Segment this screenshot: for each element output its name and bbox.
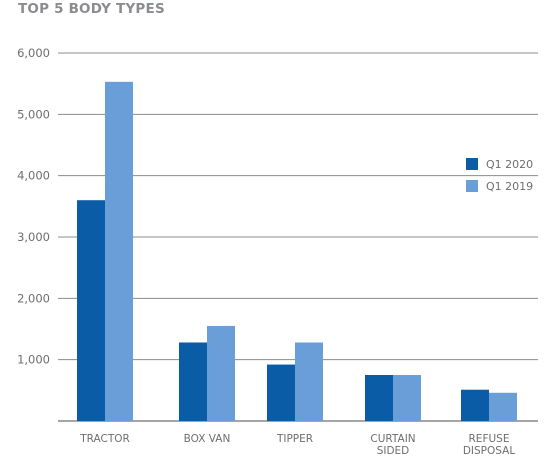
bar — [461, 389, 489, 421]
x-tick-label: CURTAIN — [370, 433, 415, 445]
bar — [105, 81, 133, 422]
legend-swatch — [466, 180, 478, 192]
legend-swatch — [466, 158, 478, 170]
bar — [207, 325, 235, 421]
y-tick-label: 6,000 — [17, 46, 50, 60]
bar — [77, 200, 105, 421]
x-tick-label: TRACTOR — [79, 433, 130, 445]
y-tick-label: 1,000 — [17, 353, 50, 367]
y-tick-label: 2,000 — [17, 291, 50, 305]
x-tick-label: DISPOSAL — [463, 445, 515, 457]
x-tick-label: SIDED — [377, 445, 410, 457]
x-tick-label: TIPPER — [276, 433, 313, 445]
legend-label: Q1 2019 — [486, 180, 533, 193]
bar — [295, 342, 323, 421]
y-tick-label: 5,000 — [17, 107, 50, 121]
bar — [179, 342, 207, 421]
bar — [489, 392, 517, 421]
y-tick-label: 3,000 — [17, 230, 50, 244]
x-tick-label: REFUSE — [469, 433, 510, 445]
bar — [267, 364, 295, 421]
y-tick-label: 4,000 — [17, 169, 50, 183]
x-tick-label: BOX VAN — [184, 433, 231, 445]
bar — [393, 375, 421, 421]
chart-title: TOP 5 BODY TYPES — [18, 1, 165, 17]
legend-label: Q1 2020 — [486, 158, 533, 171]
bar — [365, 375, 393, 421]
